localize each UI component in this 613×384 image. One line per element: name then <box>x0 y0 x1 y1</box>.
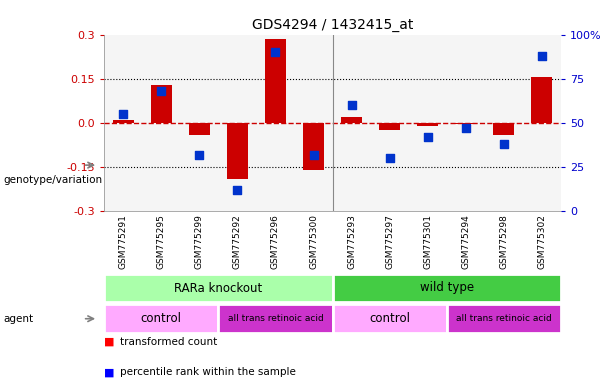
Bar <box>189 123 210 135</box>
Text: all trans retinoic acid: all trans retinoic acid <box>456 314 552 323</box>
Point <box>461 125 471 131</box>
Text: control: control <box>369 312 410 325</box>
Point <box>537 53 547 59</box>
Bar <box>447 304 561 333</box>
Bar <box>485 35 523 211</box>
Title: GDS4294 / 1432415_at: GDS4294 / 1432415_at <box>252 18 413 32</box>
Bar <box>256 35 294 211</box>
Text: agent: agent <box>3 314 33 324</box>
Point <box>423 134 433 140</box>
Text: ■: ■ <box>104 337 115 347</box>
Point <box>270 49 280 55</box>
Bar <box>379 123 400 130</box>
Bar <box>218 304 332 333</box>
Bar <box>104 273 332 303</box>
Point <box>118 111 128 117</box>
Bar <box>371 35 409 211</box>
Bar <box>303 123 324 170</box>
Bar <box>104 35 142 211</box>
Bar <box>523 35 561 211</box>
Bar <box>218 35 256 211</box>
Bar <box>113 120 134 123</box>
Point <box>308 152 318 158</box>
Bar <box>341 117 362 123</box>
Point <box>194 152 204 158</box>
Bar <box>409 35 447 211</box>
Bar <box>142 35 180 211</box>
Bar <box>104 304 218 333</box>
Point <box>232 187 242 193</box>
Bar <box>417 123 438 126</box>
Bar <box>180 35 218 211</box>
Bar <box>493 123 514 135</box>
Bar <box>227 123 248 179</box>
Bar <box>151 84 172 123</box>
Bar <box>447 35 485 211</box>
Text: control: control <box>141 312 182 325</box>
Bar <box>531 77 552 123</box>
Text: genotype/variation: genotype/variation <box>3 175 102 185</box>
Bar <box>265 39 286 123</box>
Bar <box>332 35 371 211</box>
Bar <box>455 123 476 124</box>
Text: transformed count: transformed count <box>120 337 217 347</box>
Text: all trans retinoic acid: all trans retinoic acid <box>227 314 323 323</box>
Text: wild type: wild type <box>420 281 474 295</box>
Text: percentile rank within the sample: percentile rank within the sample <box>120 367 295 377</box>
Point <box>156 88 166 94</box>
Point <box>385 155 395 161</box>
Text: RARa knockout: RARa knockout <box>174 281 262 295</box>
Bar <box>332 273 561 303</box>
Point <box>347 102 357 108</box>
Bar <box>294 35 332 211</box>
Point <box>499 141 509 147</box>
Text: ■: ■ <box>104 367 115 377</box>
Bar <box>332 304 447 333</box>
